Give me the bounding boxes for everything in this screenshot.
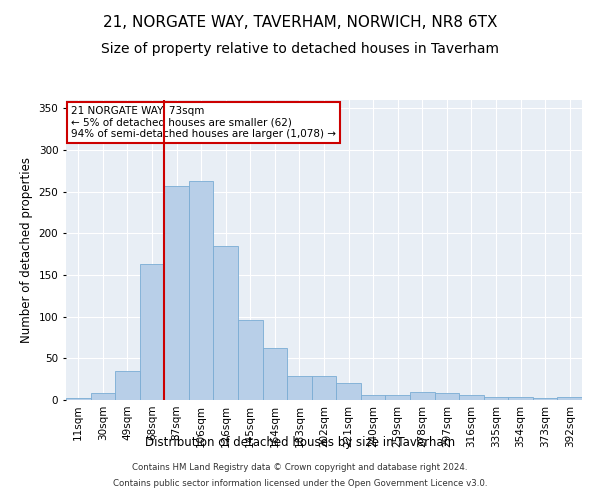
Bar [312,376,336,400]
Bar [164,186,189,400]
Bar [263,348,287,400]
Bar [410,392,434,400]
Bar [336,384,361,400]
Bar [91,394,115,400]
Text: Size of property relative to detached houses in Taverham: Size of property relative to detached ho… [101,42,499,56]
Bar [238,320,263,400]
Bar [140,264,164,400]
Bar [115,371,140,400]
Bar [385,395,410,400]
Text: Contains HM Land Registry data © Crown copyright and database right 2024.: Contains HM Land Registry data © Crown c… [132,464,468,472]
Bar [459,395,484,400]
Bar [214,246,238,400]
Bar [508,396,533,400]
Text: 21, NORGATE WAY, TAVERHAM, NORWICH, NR8 6TX: 21, NORGATE WAY, TAVERHAM, NORWICH, NR8 … [103,15,497,30]
Bar [189,181,214,400]
Bar [533,398,557,400]
Y-axis label: Number of detached properties: Number of detached properties [20,157,33,343]
Bar [434,394,459,400]
Bar [557,396,582,400]
Text: Distribution of detached houses by size in Taverham: Distribution of detached houses by size … [145,436,455,449]
Bar [484,396,508,400]
Bar [361,395,385,400]
Text: 21 NORGATE WAY: 73sqm
← 5% of detached houses are smaller (62)
94% of semi-detac: 21 NORGATE WAY: 73sqm ← 5% of detached h… [71,106,336,139]
Bar [66,398,91,400]
Text: Contains public sector information licensed under the Open Government Licence v3: Contains public sector information licen… [113,478,487,488]
Bar [287,376,312,400]
